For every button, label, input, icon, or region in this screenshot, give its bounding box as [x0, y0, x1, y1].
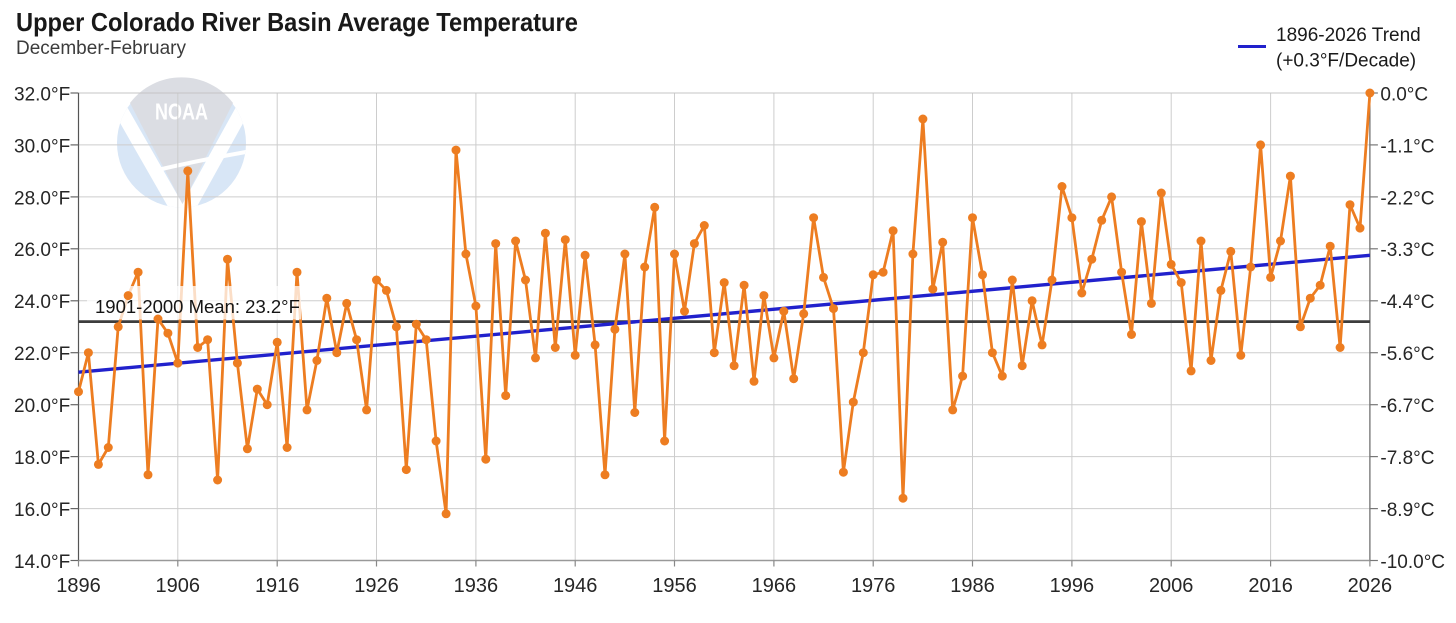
svg-text:30.0°F: 30.0°F — [14, 136, 70, 157]
svg-text:1956: 1956 — [652, 575, 697, 597]
svg-text:-3.3°C: -3.3°C — [1380, 240, 1434, 261]
svg-text:26.0°F: 26.0°F — [14, 240, 70, 261]
svg-text:-2.2°C: -2.2°C — [1380, 188, 1434, 209]
svg-text:24.0°F: 24.0°F — [14, 292, 70, 313]
svg-text:-6.7°C: -6.7°C — [1380, 396, 1434, 417]
svg-text:-8.9°C: -8.9°C — [1380, 500, 1434, 521]
svg-text:1896: 1896 — [56, 575, 101, 597]
svg-text:1896-2026 Trend: 1896-2026 Trend — [1276, 25, 1421, 46]
svg-text:-7.8°C: -7.8°C — [1380, 448, 1434, 469]
svg-text:14.0°F: 14.0°F — [14, 552, 70, 573]
svg-text:1926: 1926 — [354, 575, 399, 597]
svg-text:18.0°F: 18.0°F — [14, 448, 70, 469]
svg-text:1906: 1906 — [156, 575, 201, 597]
svg-text:1901-2000 Mean: 23.2°F: 1901-2000 Mean: 23.2°F — [95, 296, 300, 317]
svg-text:1976: 1976 — [851, 575, 896, 597]
svg-text:-5.6°C: -5.6°C — [1380, 344, 1434, 365]
svg-text:32.0°F: 32.0°F — [14, 84, 70, 105]
svg-text:20.0°F: 20.0°F — [14, 396, 70, 417]
svg-text:-4.4°C: -4.4°C — [1380, 292, 1434, 313]
svg-text:2016: 2016 — [1248, 575, 1293, 597]
svg-text:1986: 1986 — [950, 575, 995, 597]
svg-text:1916: 1916 — [255, 575, 300, 597]
svg-text:2006: 2006 — [1149, 575, 1194, 597]
svg-text:28.0°F: 28.0°F — [14, 188, 70, 209]
svg-text:2026: 2026 — [1348, 575, 1393, 597]
svg-text:1936: 1936 — [454, 575, 499, 597]
svg-text:1966: 1966 — [752, 575, 797, 597]
svg-text:0.0°C: 0.0°C — [1380, 84, 1428, 105]
svg-text:(+0.3°F/Decade): (+0.3°F/Decade) — [1276, 51, 1416, 72]
svg-text:-10.0°C: -10.0°C — [1380, 552, 1445, 573]
svg-text:22.0°F: 22.0°F — [14, 344, 70, 365]
svg-text:16.0°F: 16.0°F — [14, 500, 70, 521]
svg-text:1996: 1996 — [1050, 575, 1095, 597]
svg-text:1946: 1946 — [553, 575, 598, 597]
svg-text:NOAA: NOAA — [155, 99, 208, 125]
svg-text:-1.1°C: -1.1°C — [1380, 136, 1434, 157]
